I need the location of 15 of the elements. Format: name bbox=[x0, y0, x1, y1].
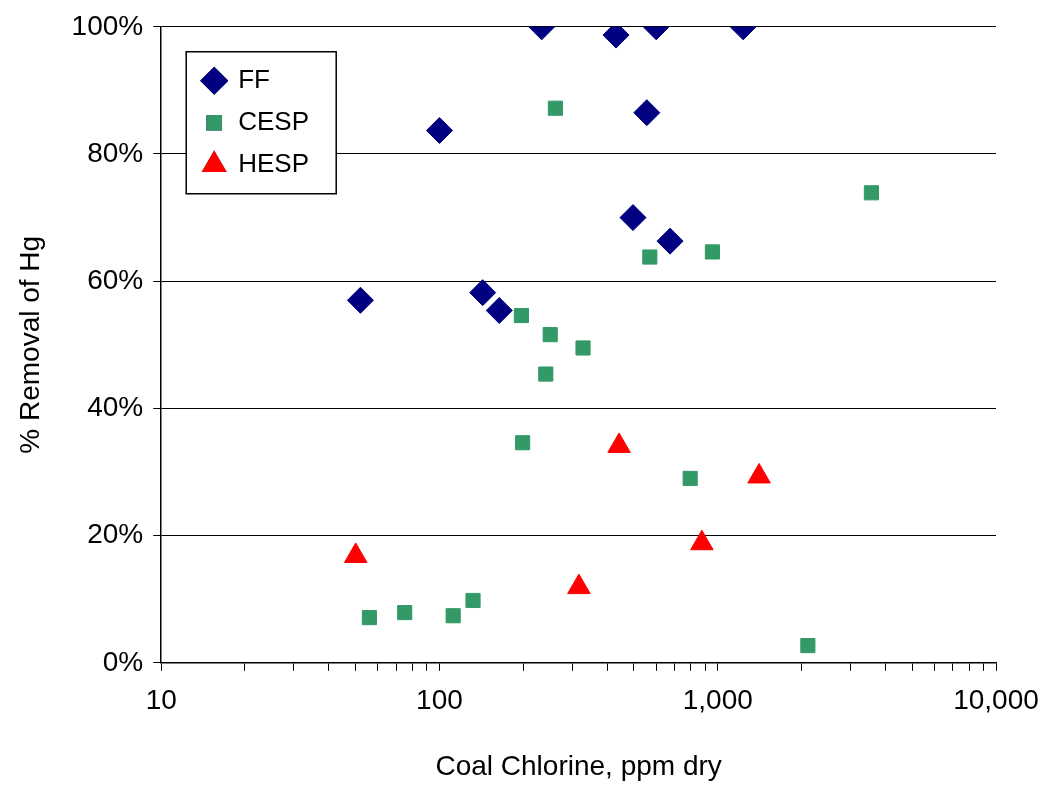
x-axis-title: Coal Chlorine, ppm dry bbox=[435, 749, 722, 781]
y-tick-label: 40% bbox=[87, 391, 144, 423]
legend-label: FF bbox=[238, 63, 270, 94]
x-tick-label: 1,000 bbox=[682, 684, 753, 716]
x-tick-label: 10 bbox=[145, 684, 177, 716]
y-tick-label: 80% bbox=[87, 136, 144, 168]
y-tick-label: 20% bbox=[87, 518, 144, 550]
legend-label: HESP bbox=[238, 147, 310, 178]
y-axis-title: % Removal of Hg bbox=[13, 235, 45, 454]
x-tick-label: 100 bbox=[416, 684, 463, 716]
y-tick-label: 0% bbox=[102, 645, 144, 677]
legend-label: CESP bbox=[238, 105, 310, 136]
x-tick-label: 10,000 bbox=[953, 684, 1039, 716]
y-tick-label: 60% bbox=[87, 263, 144, 295]
y-tick-label: 100% bbox=[71, 9, 144, 41]
